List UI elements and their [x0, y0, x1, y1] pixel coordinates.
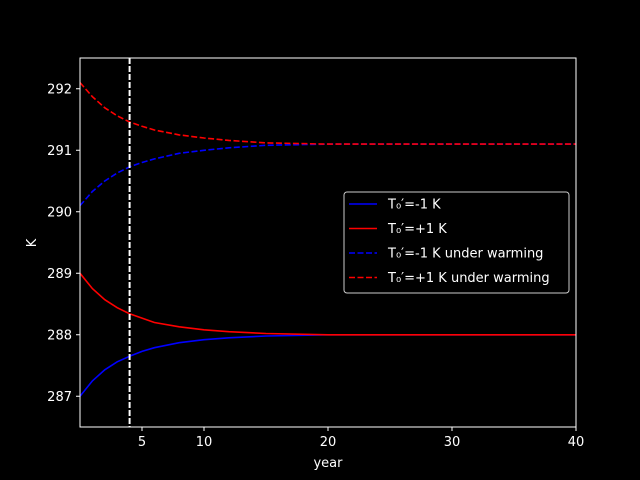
x-tick-label: 5 [138, 435, 146, 450]
series-line-2 [80, 272, 576, 336]
legend-box [343, 191, 570, 294]
legend-label: T₀′=-1 K under warming [387, 247, 543, 262]
legend-label: T₀′=-1 K [387, 198, 441, 213]
series-lines [80, 82, 576, 397]
legend-label: T₀′=+1 K [387, 222, 447, 237]
x-tick-label: 40 [568, 435, 585, 450]
y-tick-label: 288 [47, 328, 72, 343]
series-line-4 [80, 82, 576, 145]
x-axis-ticks: 5 10 20 30 40 [138, 427, 584, 450]
legend-label: T₀′=+1 K under warming [387, 271, 550, 286]
legend: T₀′=-1 K T₀′=+1 K T₀′=-1 K under warming T₀… [343, 191, 570, 294]
y-axis-ticks: 287 288 289 290 291 292 [47, 82, 80, 405]
x-tick-label: 10 [196, 435, 213, 450]
x-tick-label: 20 [320, 435, 337, 450]
y-axis-label: K [25, 238, 40, 247]
y-tick-label: 289 [47, 267, 72, 282]
y-tick-label: 291 [47, 144, 72, 159]
x-axis-label: year [313, 456, 343, 471]
y-tick-label: 292 [47, 82, 72, 97]
x-tick-label: 30 [444, 435, 461, 450]
y-tick-label: 290 [47, 205, 72, 220]
y-tick-label: 287 [47, 390, 72, 405]
